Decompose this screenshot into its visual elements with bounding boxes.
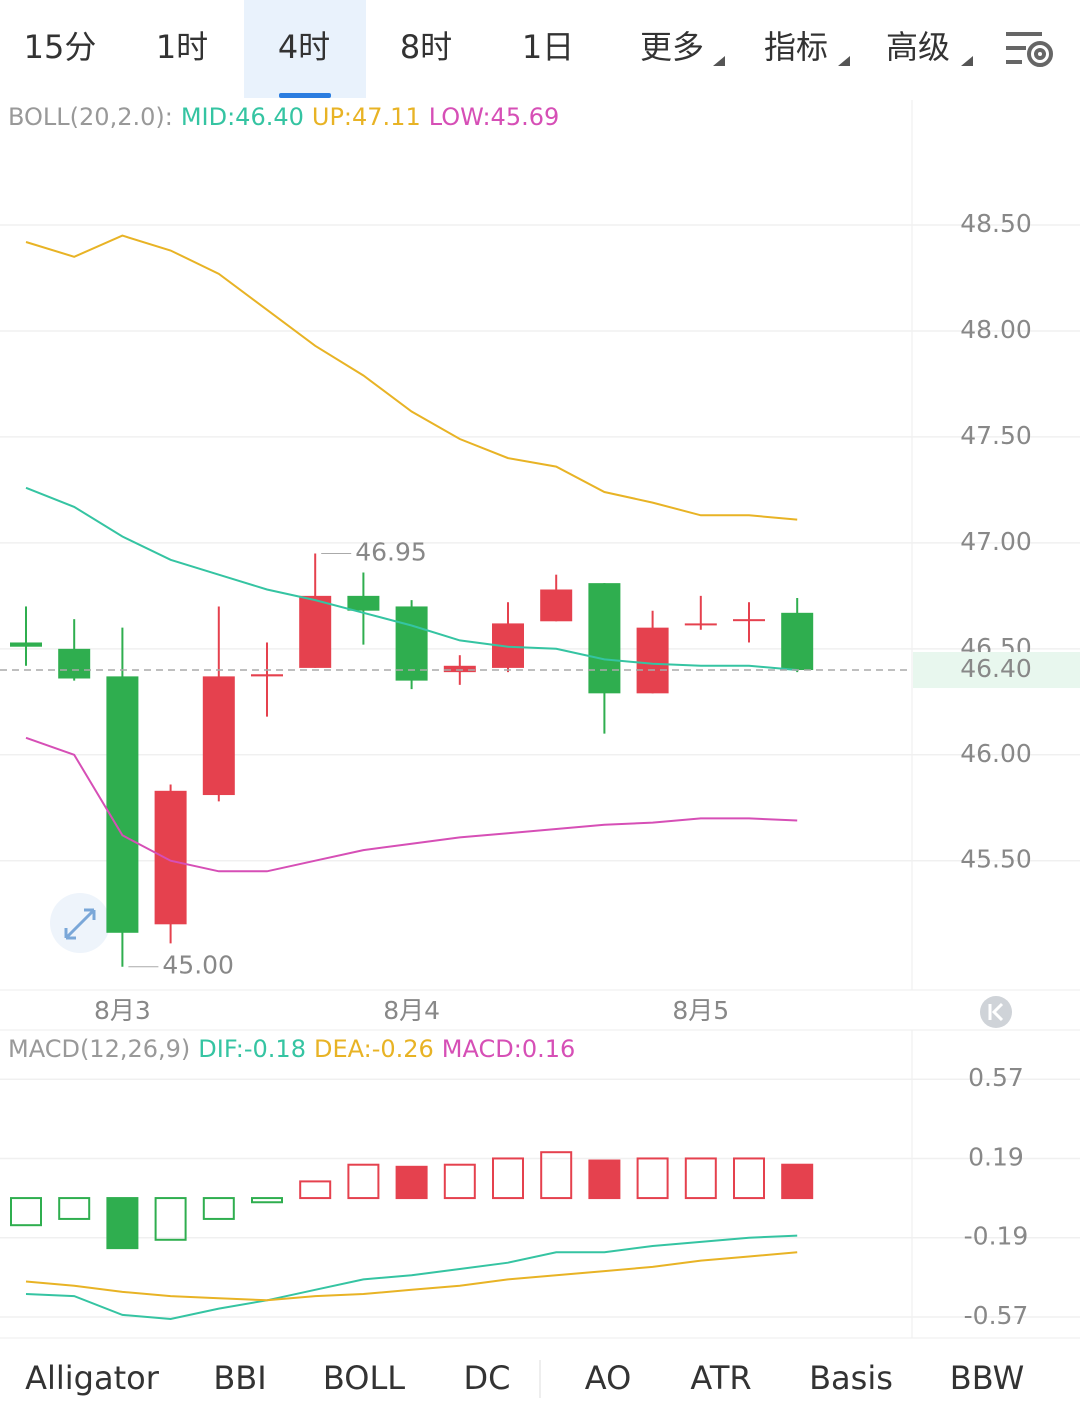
macd-bar	[636, 1157, 669, 1200]
legend-entry: LOW:45.69	[429, 103, 560, 131]
macd-bar	[299, 1180, 332, 1200]
macd-bar	[588, 1159, 621, 1200]
legend-entry: MACD:0.16	[442, 1035, 575, 1063]
macd-bar	[684, 1157, 717, 1200]
y-tick-label: 47.50	[960, 421, 1032, 450]
x-tick-label: 8月3	[94, 996, 151, 1025]
active-tab-indicator	[279, 93, 331, 98]
y-tick-label: 46.00	[960, 739, 1032, 768]
indicator-tab[interactable]: Basis	[809, 1359, 893, 1397]
indicator-tab[interactable]: BBI	[213, 1359, 266, 1397]
candle-body	[684, 623, 717, 626]
candle-body	[154, 790, 187, 925]
indicator-line	[25, 486, 798, 671]
reset-button[interactable]	[980, 996, 1012, 1028]
indicator-tab[interactable]: DC	[464, 1359, 511, 1397]
y-tick-label: 48.00	[960, 315, 1032, 344]
macd-bar	[733, 1157, 765, 1200]
annotation-label: 45.00	[162, 951, 234, 980]
y-tick-label: -0.19	[964, 1222, 1029, 1251]
indicator-tab[interactable]: Alligator	[25, 1359, 160, 1397]
indicator-title: MACD(12,26,9)	[8, 1035, 190, 1063]
candle-body	[443, 665, 476, 673]
macd-bar	[540, 1151, 573, 1200]
timeframe-tab[interactable]: 4时	[278, 28, 330, 66]
indicator-line	[25, 736, 798, 873]
x-tick-label: 8月5	[672, 996, 729, 1025]
macd-bar	[106, 1197, 139, 1250]
y-tick-label: 0.57	[968, 1063, 1024, 1092]
candle-body	[781, 612, 814, 671]
y-tick-label: 48.50	[960, 209, 1032, 238]
last-price-label: 46.40	[960, 654, 1032, 683]
annotation-label: 46.95	[355, 537, 427, 566]
candle-body	[106, 676, 139, 933]
y-tick-label: 0.19	[968, 1142, 1024, 1171]
indicator-line	[25, 234, 798, 521]
timeframe-tab[interactable]: 8时	[400, 28, 452, 66]
candle-body	[395, 606, 428, 681]
legend-entry: DEA:-0.26	[314, 1035, 434, 1063]
macd-bar	[395, 1165, 428, 1200]
timeframe-tab[interactable]: 更多	[640, 28, 704, 66]
timeframe-tab[interactable]: 15分	[24, 28, 97, 66]
timeframe-tab[interactable]: 1时	[156, 28, 208, 66]
expand-button[interactable]	[50, 893, 110, 953]
timeframe-tab[interactable]: 高级	[886, 28, 950, 66]
content: 15分 1时 4时 8时 1日 更多 指标 高级 Alligator BBI BOLL DC AO ATR…	[0, 28, 1080, 1397]
timeframe-tab[interactable]: 1日	[522, 28, 574, 66]
indicator-tab[interactable]: ATR	[690, 1359, 751, 1397]
candle-body	[251, 674, 283, 677]
candle-body	[347, 595, 380, 611]
legend-entry: MID:46.40	[181, 103, 304, 131]
candle-body	[636, 627, 669, 694]
candle-body	[299, 595, 332, 668]
indicator-tab[interactable]: BOLL	[323, 1359, 405, 1397]
legend-entry: DIF:-0.18	[198, 1035, 306, 1063]
macd-bar	[443, 1163, 476, 1200]
y-tick-label: -0.57	[964, 1301, 1029, 1330]
indicator-tab[interactable]: AO	[585, 1359, 632, 1397]
candle-body	[733, 619, 765, 622]
macd-bar	[492, 1157, 524, 1200]
legend-entry: UP:47.11	[312, 103, 421, 131]
indicator-title: BOLL(20,2.0):	[8, 103, 173, 131]
macd-bar	[251, 1197, 283, 1204]
timeframe-tab[interactable]: 指标	[764, 28, 828, 66]
candle-body	[540, 589, 573, 622]
x-tick-label: 8月4	[383, 996, 440, 1025]
dropdown-arrows	[713, 56, 973, 66]
y-tick-label: 45.50	[960, 845, 1032, 874]
macd-line	[25, 1234, 798, 1321]
active-tab-bg	[244, 0, 366, 98]
candle-body	[58, 648, 91, 679]
macd-bar	[10, 1197, 42, 1227]
settings-icon[interactable]	[1006, 32, 1053, 67]
indicator-tab[interactable]: BBW	[950, 1359, 1024, 1397]
y-tick-label: 47.00	[960, 527, 1032, 556]
macd-bar	[154, 1197, 187, 1241]
macd-bar	[347, 1163, 380, 1200]
candle-body	[588, 583, 621, 694]
last-price-badge	[913, 652, 1080, 689]
candle-body	[202, 676, 235, 796]
macd-bar	[202, 1197, 235, 1220]
macd-bar	[781, 1163, 814, 1200]
macd-bar	[58, 1197, 91, 1220]
macd-line	[25, 1251, 798, 1302]
candle-body	[10, 642, 42, 647]
